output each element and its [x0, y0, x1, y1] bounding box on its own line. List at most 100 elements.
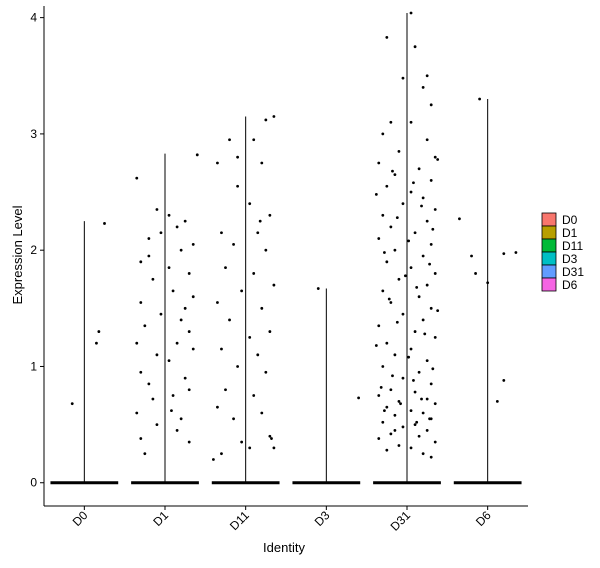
data-point: [220, 231, 223, 235]
data-point: [379, 385, 383, 389]
data-point: [381, 289, 385, 293]
data-point: [433, 335, 437, 339]
data-point: [393, 173, 397, 177]
data-point: [191, 347, 195, 351]
data-point: [103, 222, 106, 225]
data-point: [236, 365, 240, 368]
data-point: [514, 251, 518, 254]
data-point: [381, 365, 385, 368]
data-point: [393, 413, 397, 417]
violin-D1: [131, 153, 199, 485]
data-point: [421, 196, 425, 200]
violin-base: [211, 481, 280, 485]
data-point: [179, 417, 183, 421]
data-point: [417, 295, 421, 299]
data-point: [423, 332, 427, 336]
data-point: [409, 347, 413, 351]
data-point: [429, 103, 433, 107]
data-point: [428, 262, 431, 266]
data-point: [187, 388, 191, 392]
data-point: [389, 388, 393, 392]
y-axis-title: Expression Level: [10, 205, 25, 304]
legend-item-D6: D6: [541, 277, 578, 292]
data-point: [252, 272, 256, 275]
data-point: [428, 417, 431, 421]
data-point: [240, 440, 244, 444]
data-point: [256, 353, 260, 357]
legend-label: D3: [562, 252, 578, 266]
data-point: [183, 306, 187, 310]
data-point: [429, 179, 433, 182]
x-tick-label: D0: [70, 508, 91, 529]
data-point: [195, 153, 199, 157]
legend-label: D11: [562, 239, 583, 253]
data-point: [147, 237, 151, 240]
data-point: [377, 437, 381, 440]
data-point: [260, 161, 264, 165]
violin-D11: [211, 115, 280, 485]
data-point: [159, 231, 163, 235]
data-point: [220, 347, 223, 351]
data-point: [389, 301, 393, 304]
data-point: [470, 254, 473, 258]
data-point: [97, 330, 101, 333]
legend-swatch: [541, 277, 557, 292]
data-point: [433, 402, 437, 406]
data-point: [139, 437, 143, 440]
data-point: [139, 301, 143, 304]
x-axis-title: Identity: [263, 540, 305, 555]
data-point: [183, 376, 187, 380]
data-point: [409, 190, 413, 194]
data-point: [187, 330, 191, 333]
violin-base: [50, 481, 119, 485]
data-point: [393, 429, 397, 432]
data-point: [433, 272, 437, 275]
data-point: [421, 452, 425, 456]
data-point: [474, 272, 477, 275]
data-point: [228, 138, 231, 142]
data-point: [393, 353, 397, 357]
data-point: [401, 425, 405, 429]
data-point: [139, 370, 143, 374]
data-point: [409, 409, 413, 413]
data-point: [433, 440, 437, 444]
data-point: [147, 382, 151, 386]
data-point: [502, 379, 506, 382]
data-point: [155, 208, 159, 211]
data-point: [175, 341, 179, 345]
data-point: [383, 251, 386, 254]
data-point: [401, 76, 405, 80]
data-point: [409, 266, 413, 270]
legend-swatch: [541, 225, 557, 240]
violin-D0: [50, 221, 119, 485]
violin-D6: [453, 97, 522, 485]
data-point: [431, 367, 435, 371]
data-point: [502, 252, 506, 256]
data-point: [409, 11, 413, 15]
data-point: [413, 330, 417, 333]
data-point: [478, 97, 481, 101]
data-point: [436, 158, 440, 161]
data-point: [175, 225, 179, 229]
data-point: [433, 208, 437, 211]
data-point: [135, 176, 139, 180]
legend-item-D1: D1: [541, 225, 578, 240]
data-point: [486, 281, 490, 285]
violin-base: [453, 481, 522, 485]
data-point: [70, 402, 74, 406]
data-point: [420, 204, 423, 208]
legend-label: D6: [562, 278, 578, 292]
data-point: [397, 444, 401, 447]
data-point: [268, 434, 272, 438]
data-point: [264, 370, 268, 374]
data-point: [374, 192, 378, 196]
data-point: [383, 409, 386, 413]
legend-item-D0: D0: [541, 212, 578, 227]
data-point: [228, 318, 231, 322]
data-point: [272, 115, 276, 118]
data-point: [179, 318, 183, 322]
data-point: [151, 277, 155, 281]
data-point: [191, 295, 195, 299]
